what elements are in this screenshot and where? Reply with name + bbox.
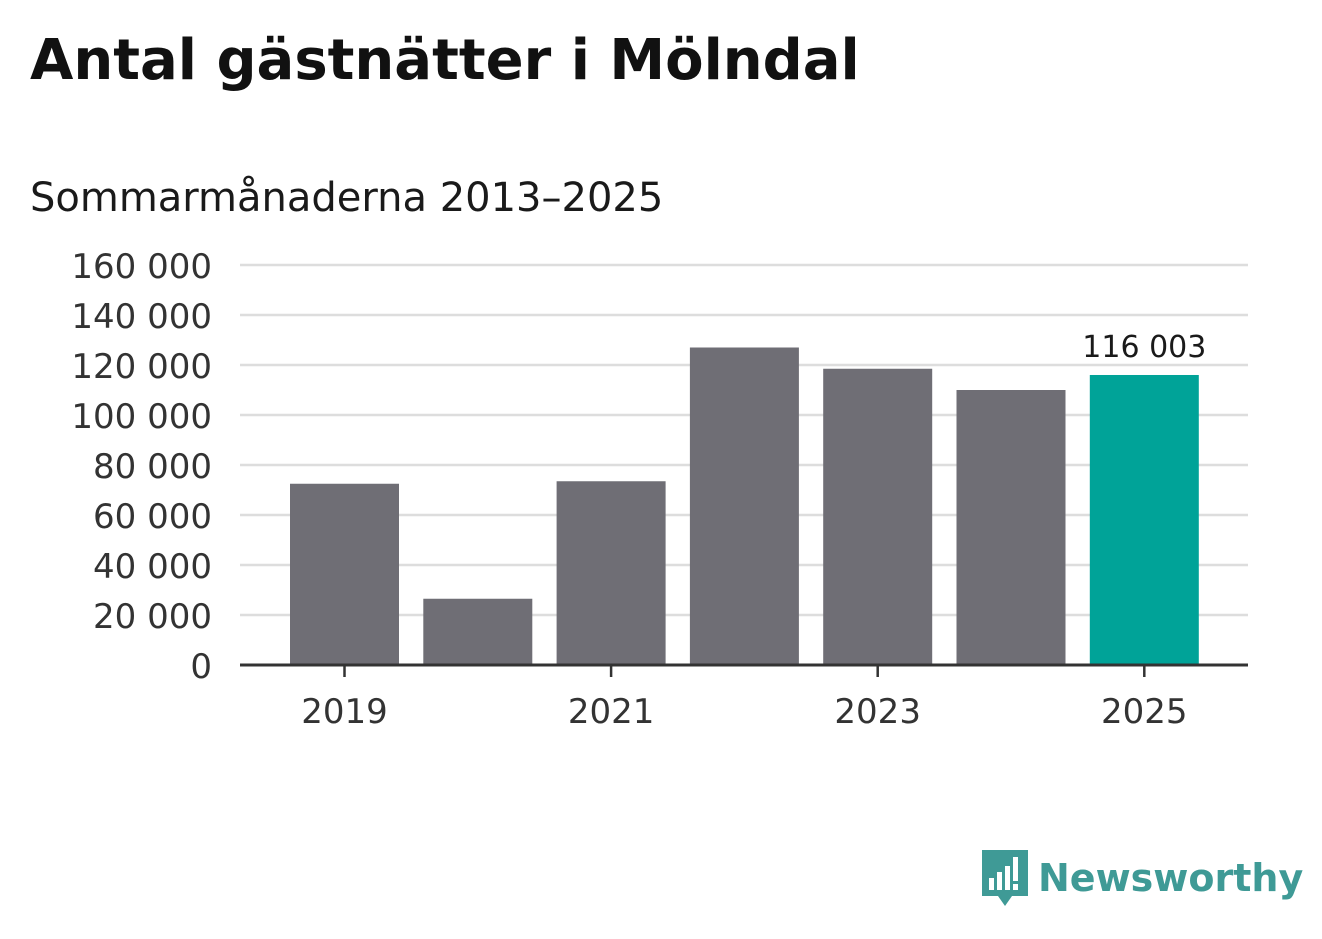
bar bbox=[1089, 374, 1199, 665]
y-tick-label: 20 000 bbox=[93, 597, 212, 637]
y-tick-label: 160 000 bbox=[71, 247, 212, 287]
y-tick-label: 120 000 bbox=[71, 347, 212, 387]
newsworthy-logo-icon bbox=[982, 850, 1028, 906]
chart-title: Antal gästnätter i Mölndal bbox=[30, 28, 860, 93]
x-tick-label: 2019 bbox=[301, 692, 388, 732]
bar bbox=[689, 347, 799, 665]
chart-subtitle: Sommarmånaderna 2013–2025 bbox=[30, 175, 664, 221]
y-tick-label: 40 000 bbox=[93, 547, 212, 587]
newsworthy-brand: Newsworthy bbox=[980, 848, 1303, 908]
x-tick-label: 2021 bbox=[568, 692, 655, 732]
bar bbox=[823, 368, 933, 665]
y-tick-label: 140 000 bbox=[71, 297, 212, 337]
y-tick-label: 100 000 bbox=[71, 397, 212, 437]
bar bbox=[423, 598, 533, 665]
x-tick-label: 2025 bbox=[1101, 692, 1188, 732]
brand-name: Newsworthy bbox=[1038, 856, 1304, 900]
bar bbox=[556, 481, 666, 665]
y-tick-label: 80 000 bbox=[93, 447, 212, 487]
x-tick-label: 2023 bbox=[834, 692, 921, 732]
y-tick-label: 60 000 bbox=[93, 497, 212, 537]
bar bbox=[956, 390, 1066, 665]
bar bbox=[290, 483, 399, 665]
data-label: 116 003 bbox=[1082, 330, 1206, 365]
y-tick-label: 0 bbox=[190, 647, 212, 687]
